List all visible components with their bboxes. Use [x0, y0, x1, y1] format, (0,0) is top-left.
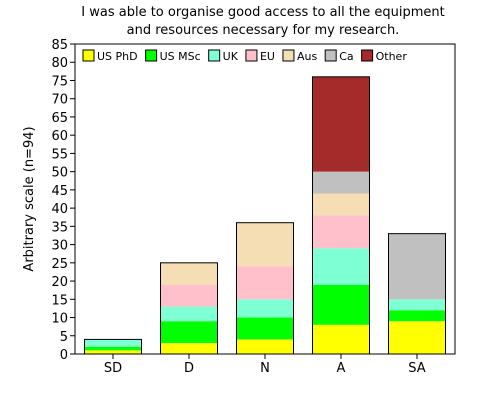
bar-segment	[236, 317, 294, 340]
bar-segment	[160, 306, 218, 322]
bar-segment	[312, 284, 370, 325]
y-tick-label: 0	[60, 348, 68, 363]
legend-label: Aus	[297, 50, 317, 63]
bar-segment	[312, 248, 370, 285]
y-tick-label: 50	[51, 166, 68, 181]
legend-swatch	[361, 49, 374, 62]
bar-segment	[388, 321, 446, 354]
legend-label: Other	[376, 50, 408, 63]
y-tick-label: 10	[51, 312, 68, 327]
legend-label: US PhD	[97, 50, 138, 63]
legend-swatch	[208, 49, 221, 62]
bar-segment	[160, 262, 218, 285]
bar-segment	[84, 350, 142, 354]
bar-segment	[236, 266, 294, 300]
bar-segment	[84, 346, 142, 351]
y-tick-label: 65	[51, 111, 68, 126]
bar-segment	[388, 299, 446, 311]
y-tick-label: 20	[51, 275, 68, 290]
x-tick-label: A	[337, 361, 346, 376]
x-tick-label: N	[260, 361, 270, 376]
y-tick-label: 60	[51, 129, 68, 144]
bar-segment	[312, 76, 370, 172]
bar-segment	[236, 222, 294, 267]
legend-swatch	[245, 49, 258, 62]
y-tick-label: 40	[51, 202, 68, 217]
legend-label: UK	[223, 50, 239, 63]
y-tick-label: 15	[51, 293, 68, 308]
y-tick-label: 80	[51, 56, 68, 71]
bar-segment	[312, 193, 370, 216]
y-tick-label: 70	[51, 93, 68, 108]
y-tick-label: 55	[51, 147, 68, 162]
y-tick-label: 35	[51, 220, 68, 235]
axis-layer: 0 5 10 15 20 25 30 35 40 45 50 55 60 65 70 75 80 85 SD D N A S…	[51, 38, 456, 376]
x-tick-label: SA	[408, 361, 425, 376]
legend-label: US MSc	[160, 50, 201, 63]
x-tick-label: D	[184, 361, 194, 376]
legend-swatch	[145, 49, 158, 62]
y-tick-label: 85	[51, 38, 68, 53]
legend-label: Ca	[339, 50, 353, 63]
bar-segment	[312, 324, 370, 354]
y-tick-label: 25	[51, 257, 68, 272]
legend: US PhD US MSc UK EU Aus Ca Other	[82, 49, 408, 63]
bar-segment	[160, 321, 218, 344]
chart-title-line-1: I was able to organise good access to al…	[81, 5, 444, 20]
bar-segment	[84, 339, 142, 347]
legend-swatch	[82, 49, 95, 62]
bar-segment	[312, 215, 370, 249]
bar-segment	[312, 171, 370, 194]
bar-segment	[388, 310, 446, 322]
bar-segment	[160, 343, 218, 354]
y-tick-label: 5	[60, 330, 68, 345]
y-tick-label: 45	[51, 184, 68, 199]
legend-swatch	[282, 49, 295, 62]
bars-layer	[84, 76, 446, 355]
chart-title-line-2: and resources necessary for my research.	[127, 23, 400, 38]
legend-label: EU	[260, 50, 275, 63]
y-axis-label: Arbitrary scale (n=94)	[22, 126, 37, 271]
y-tick-label: 75	[51, 74, 68, 89]
y-tick-label: 30	[51, 239, 68, 254]
x-tick-label: SD	[104, 361, 122, 376]
bar-segment	[236, 299, 294, 318]
bar-segment	[160, 284, 218, 307]
legend-swatch	[324, 49, 337, 62]
bar-segment	[388, 233, 446, 300]
bar-segment	[236, 339, 294, 354]
